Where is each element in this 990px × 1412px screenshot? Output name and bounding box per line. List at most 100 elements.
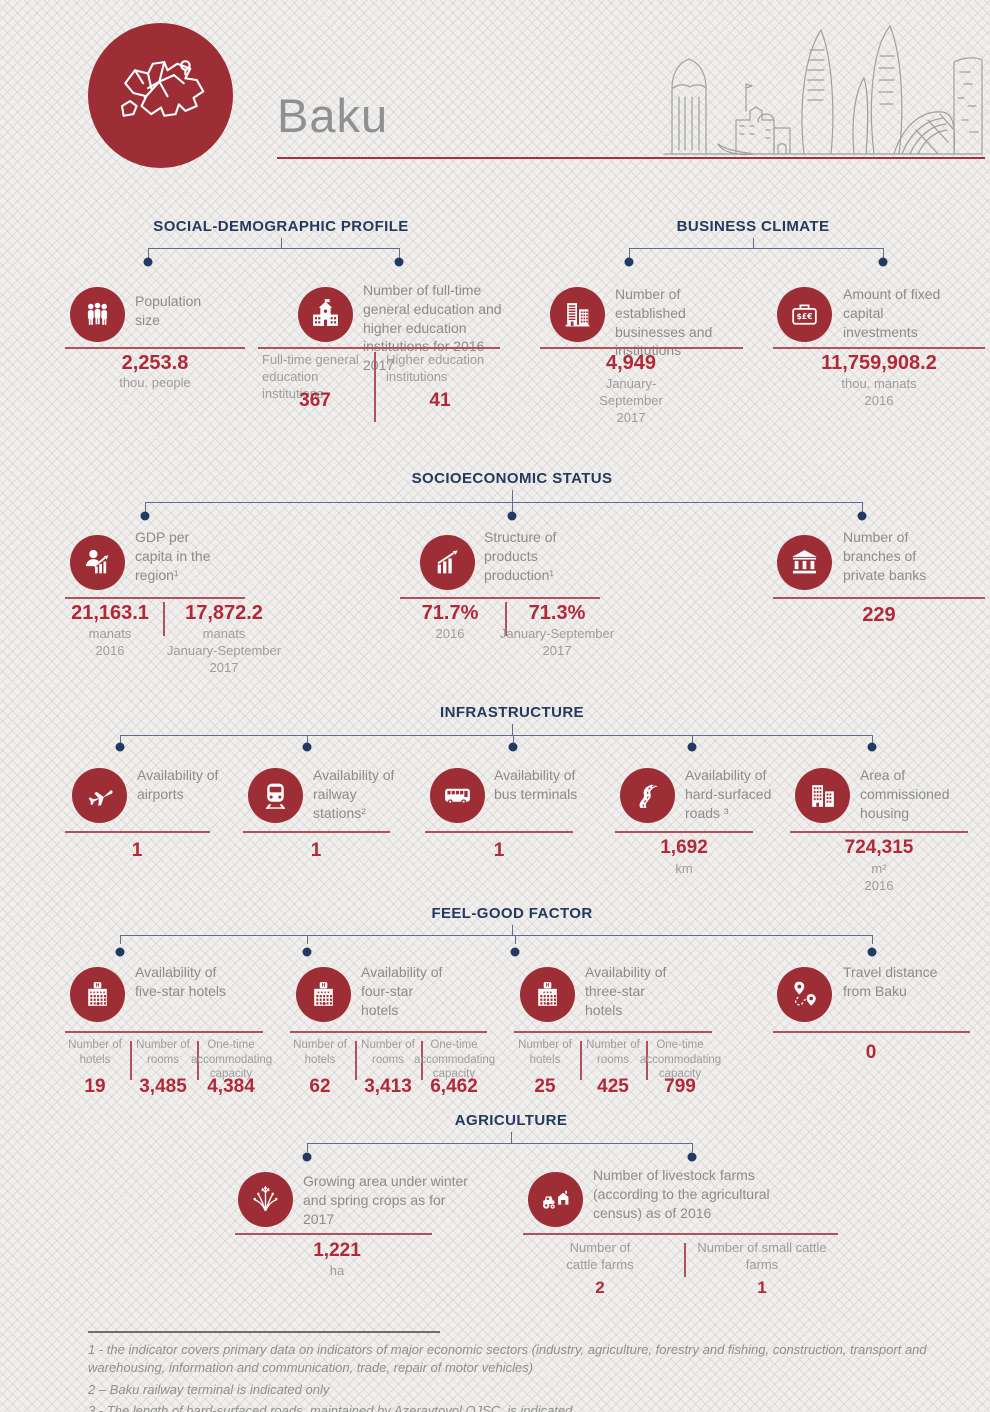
gdp-col-unit: manats — [202, 626, 246, 641]
page-title: Baku — [277, 89, 389, 142]
hotel-col-label: One-time accommodating capacity — [414, 1039, 496, 1081]
connector — [511, 1132, 512, 1143]
connector-dot — [115, 947, 125, 957]
value-underline — [773, 597, 985, 599]
connector — [399, 248, 400, 259]
travel-label: Travel distance from Baku — [843, 964, 938, 999]
livestock-col-value: 2 — [595, 1278, 605, 1297]
gdp-col-period: 2016 — [95, 643, 125, 658]
value-underline — [514, 1031, 712, 1033]
three-star-label: Availability of three-star hotels — [585, 964, 667, 1018]
connector — [145, 502, 862, 503]
value-underline — [773, 347, 985, 349]
hotel-col-label: Number of rooms — [361, 1039, 415, 1066]
value-underline — [540, 347, 743, 349]
investments-icon: $£€ — [777, 287, 832, 342]
five-star-label: Availability of five-star hotels — [135, 964, 227, 999]
gdp-col-value: 17,872.2 — [185, 602, 263, 624]
connector-dot — [867, 742, 877, 752]
population-label: Population size — [135, 293, 202, 328]
connector-dot — [687, 1152, 697, 1162]
svg-text:H: H — [322, 983, 326, 989]
svg-text:★★★★: ★★★★ — [317, 990, 331, 994]
connector-dot — [507, 511, 517, 521]
connector — [120, 935, 872, 936]
connector — [120, 735, 872, 736]
connector — [512, 724, 513, 735]
investments-value: 11,759,908.2 — [821, 352, 937, 374]
connector-dot — [624, 257, 634, 267]
housing-unit: m² — [871, 861, 887, 876]
hotel-col-value: 3,413 — [364, 1076, 412, 1097]
livestock-icon — [528, 1172, 583, 1227]
connector-dot — [510, 947, 520, 957]
connector — [883, 248, 884, 259]
svg-text:★★★★★: ★★★★★ — [89, 990, 106, 994]
value-underline — [65, 1031, 263, 1033]
svg-text:H: H — [96, 983, 100, 989]
production-label: Structure of products production¹ — [484, 529, 557, 583]
three-star-hotel-icon: H ★★★ — [520, 967, 575, 1022]
connector — [307, 1143, 308, 1152]
connector-dot — [394, 257, 404, 267]
livestock-col-value: 1 — [757, 1278, 767, 1297]
value-divider — [646, 1041, 648, 1080]
connector-dot — [857, 511, 867, 521]
hotel-col-value: 25 — [534, 1076, 556, 1097]
connector — [512, 502, 513, 512]
section-title-social-demographic: SOCIAL-DEMOGRAPHIC PROFILE — [153, 218, 409, 235]
housing-icon — [795, 768, 850, 823]
airports-value: 1 — [131, 840, 143, 861]
value-underline — [243, 831, 390, 833]
education-icon — [298, 287, 353, 342]
gdp-icon — [70, 535, 125, 590]
section-title-business-climate: BUSINESS CLIMATE — [676, 218, 830, 235]
livestock-col-label: Number of small cattle farms — [697, 1240, 827, 1272]
investments-unit: thou. manats — [841, 376, 917, 391]
section-title-agriculture: AGRICULTURE — [454, 1112, 568, 1129]
footnote-1: 1 - the indicator covers primary data on… — [88, 1342, 927, 1376]
footnote-divider — [88, 1331, 440, 1333]
bus-icon — [430, 768, 485, 823]
connector-dot — [878, 257, 888, 267]
value-underline — [65, 347, 245, 349]
connector — [512, 490, 513, 502]
footnote-2: 2 – Baku railway terminal is indicated o… — [88, 1381, 330, 1397]
four-star-hotel-icon: H ★★★★ — [296, 967, 351, 1022]
value-underline — [65, 831, 210, 833]
population-unit: thou. people — [119, 375, 191, 390]
connector-dot — [687, 742, 697, 752]
value-divider — [355, 1041, 357, 1080]
connector — [307, 1143, 692, 1144]
businesses-label: Number of established businesses and ins… — [615, 286, 713, 359]
hotel-col-label: Number of hotels — [518, 1039, 572, 1066]
housing-label: Area of commissioned housing — [860, 767, 950, 821]
value-underline — [290, 1031, 487, 1033]
housing-period: 2016 — [864, 878, 894, 893]
gdp-col-period: January-September 2017 — [166, 643, 282, 675]
connector — [692, 1143, 693, 1152]
roads-value: 1,692 — [660, 837, 708, 858]
connector — [307, 935, 308, 944]
connector — [120, 735, 121, 743]
roads-label: Availability of hard-surfaced roads ³ — [685, 767, 772, 821]
banks-value: 229 — [862, 604, 896, 626]
crops-unit: ha — [329, 1263, 345, 1278]
connector — [513, 735, 514, 743]
five-star-hotel-icon: H ★★★★★ — [70, 967, 125, 1022]
crops-icon — [238, 1172, 293, 1227]
investments-period: 2016 — [864, 393, 894, 408]
hotel-col-value: 425 — [597, 1076, 629, 1097]
hotel-col-value: 62 — [309, 1076, 331, 1097]
population-icon — [70, 287, 125, 342]
value-divider — [421, 1041, 423, 1080]
value-divider — [163, 602, 165, 636]
value-underline — [425, 831, 573, 833]
value-underline — [790, 831, 968, 833]
gdp-col-unit: manats — [88, 626, 132, 641]
gdp-label: GDP per capita in the region¹ — [135, 529, 211, 583]
bank-icon — [777, 535, 832, 590]
roads-unit: km — [675, 861, 693, 876]
connector — [629, 248, 630, 259]
connector — [281, 238, 282, 248]
